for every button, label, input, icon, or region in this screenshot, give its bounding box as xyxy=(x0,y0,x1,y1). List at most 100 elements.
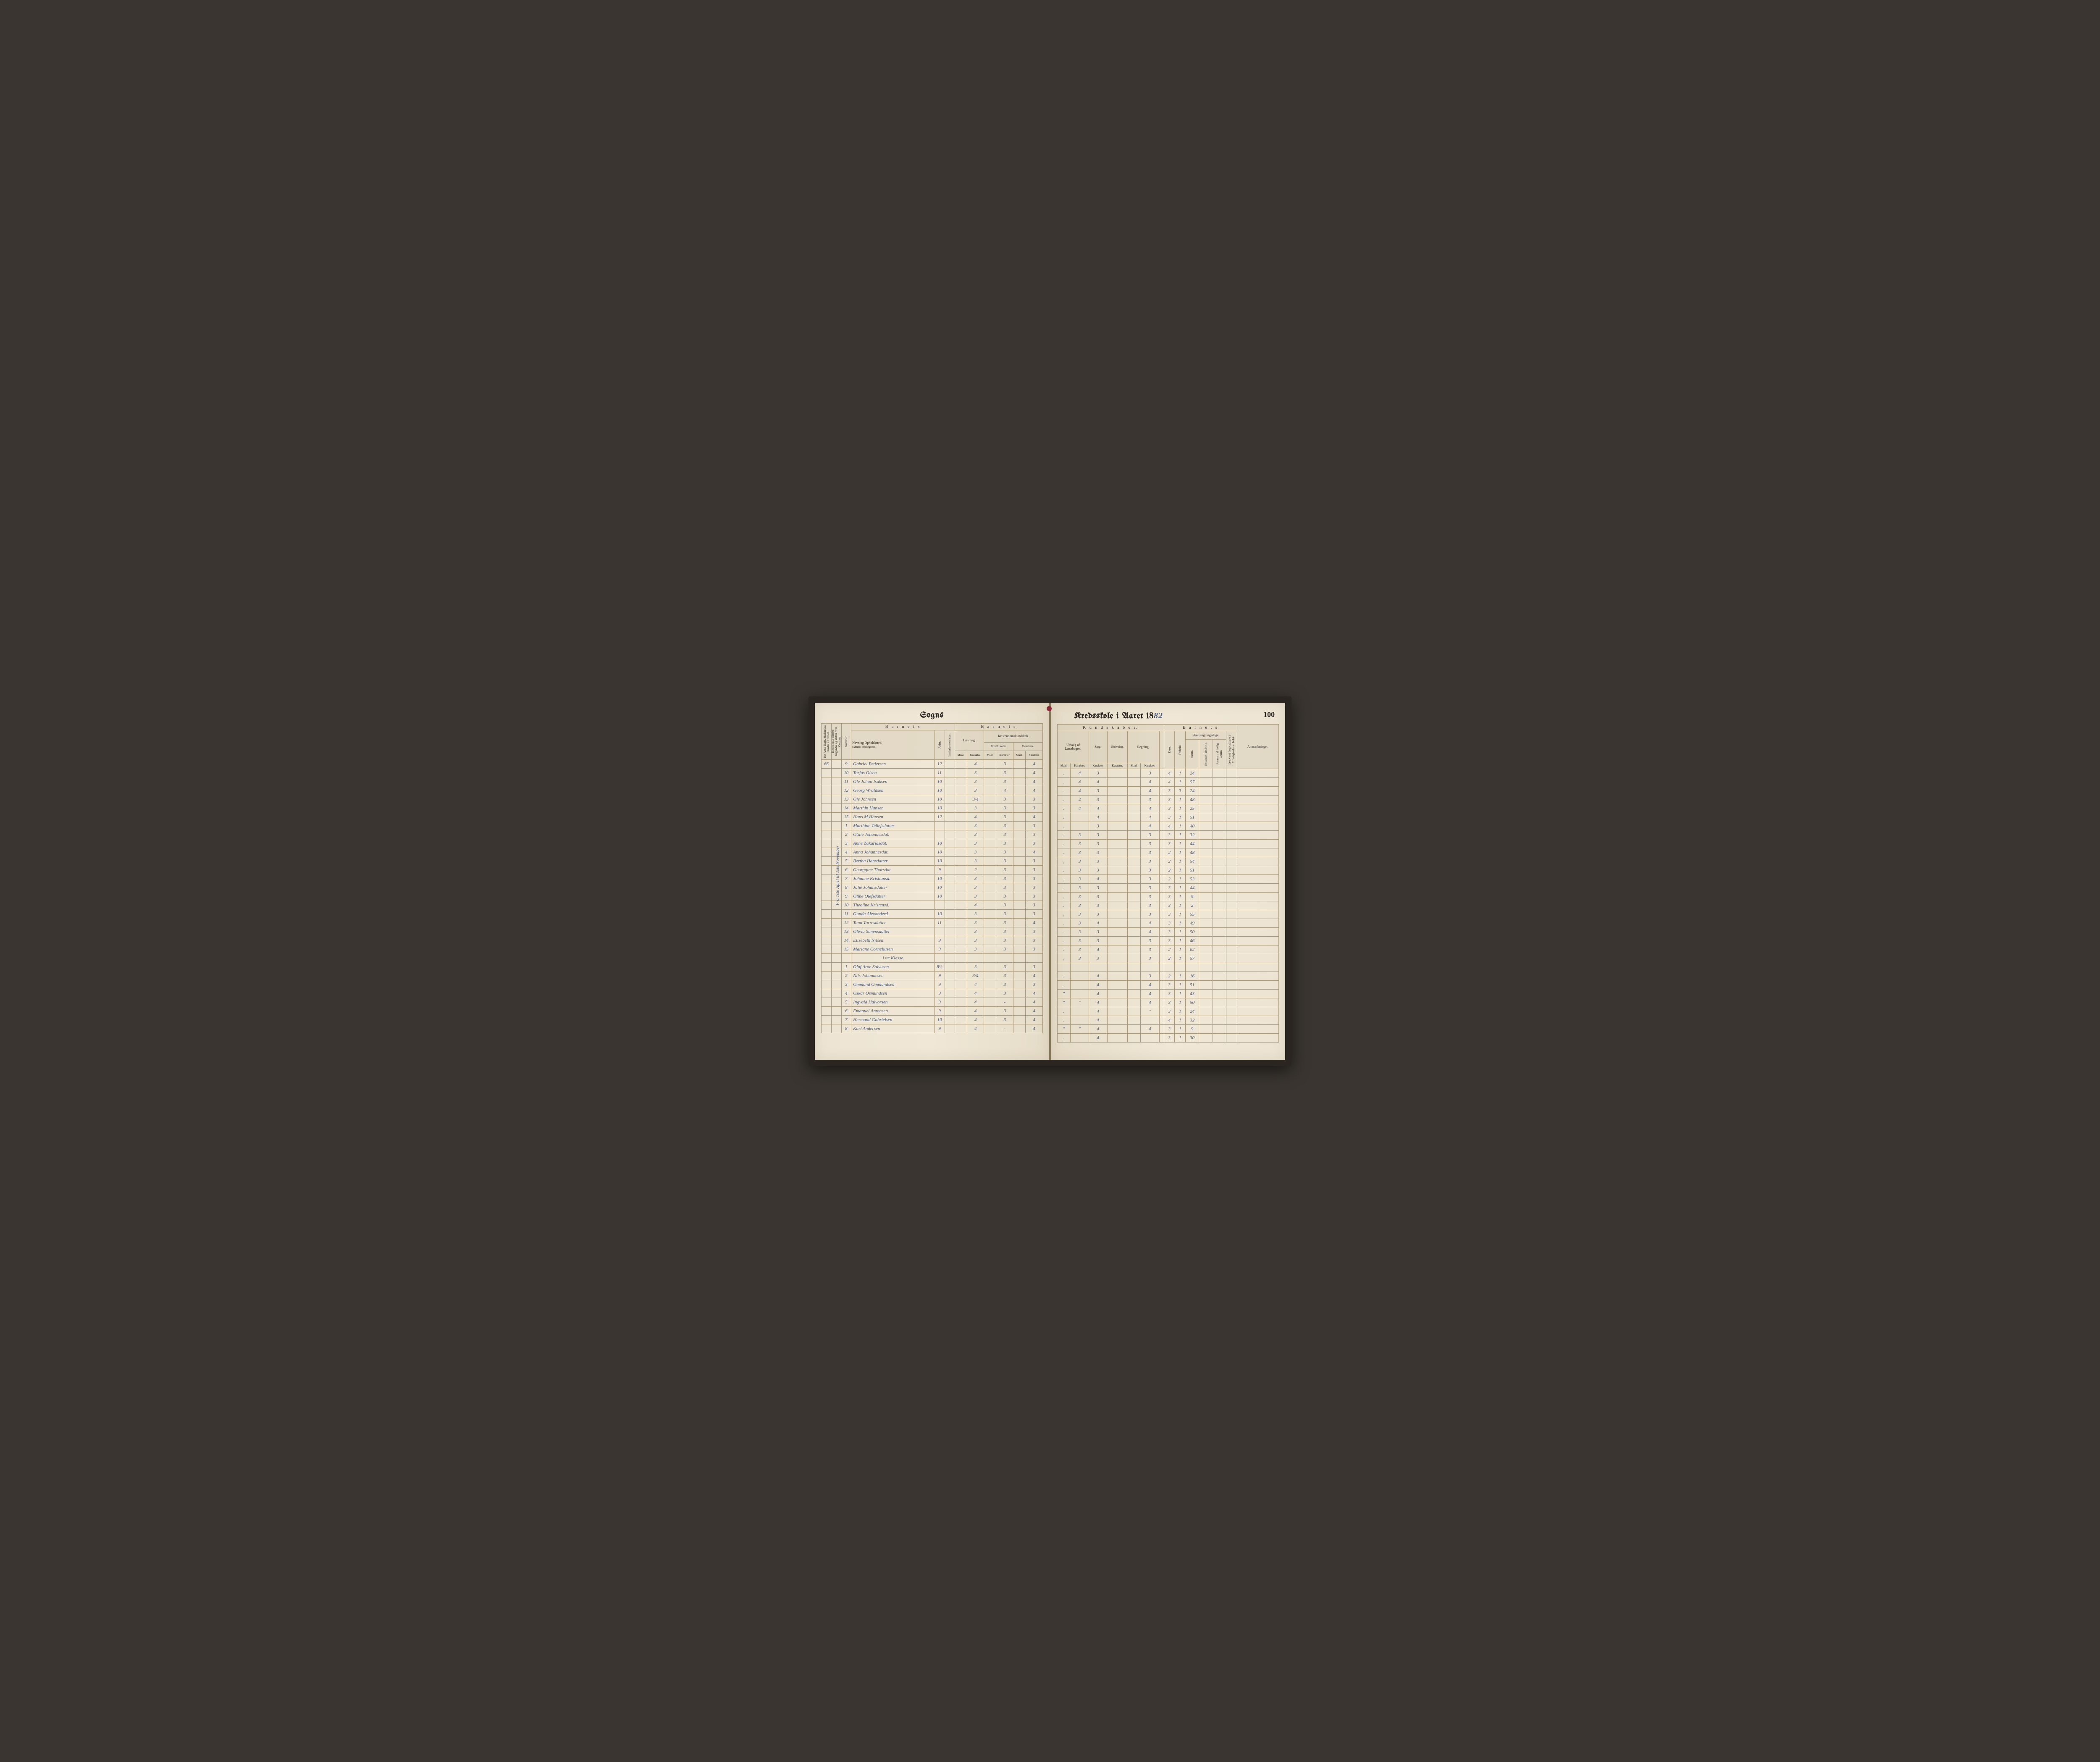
cell: 2 xyxy=(841,830,851,839)
cell xyxy=(1199,804,1213,813)
cell: 3 xyxy=(967,856,984,865)
cell: 4 xyxy=(967,989,984,998)
cell: 3 xyxy=(1141,866,1159,874)
cell xyxy=(1213,989,1226,998)
table-row: 6Emanuel Antonsen9434 xyxy=(822,1006,1043,1015)
cell: 3 xyxy=(1164,980,1175,989)
cell xyxy=(1159,866,1164,874)
cell: 3 xyxy=(1164,919,1175,927)
table-row: .443151 xyxy=(1058,813,1279,822)
cell: 40 xyxy=(1185,822,1199,830)
cell xyxy=(1199,883,1213,892)
cell: 4 xyxy=(1071,804,1089,813)
cell: 4 xyxy=(967,1015,984,1024)
cell xyxy=(1013,971,1026,980)
cell: 3 xyxy=(1089,786,1107,795)
cell: 3 xyxy=(996,1015,1013,1024)
cell xyxy=(1226,822,1237,830)
cell xyxy=(955,883,967,892)
cell xyxy=(1159,1033,1164,1042)
cell xyxy=(984,1024,996,1033)
cell: 8 xyxy=(841,883,851,892)
cell xyxy=(1213,998,1226,1007)
cell xyxy=(1159,813,1164,822)
cell: 1 xyxy=(1175,927,1185,936)
cell xyxy=(1128,883,1141,892)
cell: 3 xyxy=(1089,954,1107,963)
cell xyxy=(831,759,841,768)
cell: Bertha Hansdatter xyxy=(851,856,934,865)
right-title-prefix: Kredsskole i Aaret 18 xyxy=(1074,712,1154,721)
cell xyxy=(1159,830,1164,839)
cell xyxy=(945,883,955,892)
cell xyxy=(984,856,996,865)
cell: 3 xyxy=(967,909,984,918)
cell xyxy=(1013,901,1026,909)
cell: 3 xyxy=(1141,769,1159,777)
cell: , xyxy=(1058,954,1071,963)
cell: 5 xyxy=(841,856,851,865)
table-row: 4Oskar Osmundsen9434 xyxy=(822,989,1043,998)
cell: 4 xyxy=(1164,777,1175,786)
cell: Oskar Osmundsen xyxy=(851,989,934,998)
table-row: .3432162 xyxy=(1058,945,1279,954)
cell xyxy=(1226,972,1237,980)
cell: 3 xyxy=(1141,972,1159,980)
cell: 66 xyxy=(822,759,832,768)
cell: 3 xyxy=(1175,786,1185,795)
cell: 3 xyxy=(996,901,1013,909)
cell: 1 xyxy=(841,962,851,971)
cell xyxy=(1226,1033,1237,1042)
cell: 10 xyxy=(934,883,945,892)
cell xyxy=(984,804,996,812)
cell xyxy=(1107,786,1128,795)
cell: 3 xyxy=(1026,874,1043,883)
table-row: .4"3124 xyxy=(1058,1007,1279,1016)
right-body: .4334124,4444157.4343324.4333148.4443125… xyxy=(1058,769,1279,1042)
cell xyxy=(945,980,955,989)
cell: 4 xyxy=(1026,768,1043,777)
cell: . xyxy=(1058,848,1071,857)
cell xyxy=(1128,804,1141,813)
cell xyxy=(1013,874,1026,883)
cell: 4 xyxy=(1089,998,1107,1007)
table-row: 13Olivia Simensdatter333 xyxy=(822,927,1043,936)
cell xyxy=(1128,1033,1141,1042)
cell xyxy=(1128,919,1141,927)
ledger-book: Sogns Fra 1ste April til 1ste November D… xyxy=(808,696,1292,1066)
cell: 4 xyxy=(1141,989,1159,998)
cell: 3 xyxy=(1026,980,1043,989)
table-row: ,4444157 xyxy=(1058,777,1279,786)
cell xyxy=(1107,857,1128,866)
cell xyxy=(955,998,967,1006)
cell xyxy=(1107,927,1128,936)
cell xyxy=(945,839,955,848)
cell: 54 xyxy=(1185,857,1199,866)
cell: . xyxy=(1058,1016,1071,1024)
cell xyxy=(1141,1033,1159,1042)
cell: Otilie Johannesdat. xyxy=(851,830,934,839)
cell xyxy=(1237,874,1278,883)
cell: 10 xyxy=(934,839,945,848)
cell: 1 xyxy=(1175,822,1185,830)
cell: 10 xyxy=(934,777,945,786)
cell xyxy=(1013,1006,1026,1015)
cell: 1 xyxy=(841,821,851,830)
cell: 4 xyxy=(1089,1033,1107,1042)
h-name-sub: (Anføres afdelingsvis). xyxy=(852,746,875,748)
cell xyxy=(1213,980,1226,989)
cell xyxy=(945,821,955,830)
table-row: "443143 xyxy=(1058,989,1279,998)
cell: 4 xyxy=(1071,769,1089,777)
cell xyxy=(1199,786,1213,795)
cell xyxy=(1199,874,1213,883)
cell xyxy=(945,953,955,962)
h-r-maal: Maal. xyxy=(1128,763,1141,769)
cell: 1 xyxy=(1175,795,1185,804)
cell: . xyxy=(1058,830,1071,839)
cell xyxy=(1237,963,1278,972)
cell: 9 xyxy=(934,865,945,874)
cell: Marthin Hansen xyxy=(851,804,934,812)
cell xyxy=(822,962,832,971)
cell xyxy=(1237,1024,1278,1033)
